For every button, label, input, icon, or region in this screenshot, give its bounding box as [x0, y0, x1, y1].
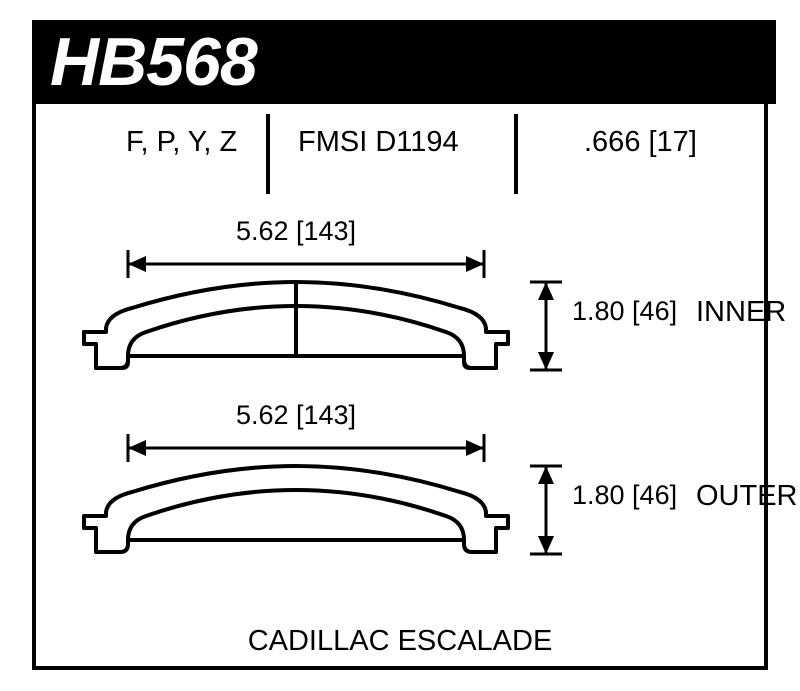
outer-pad-shape [76, 460, 516, 570]
fmsi-spec: FMSI D1194 [298, 126, 459, 159]
diagram-frame: HB568 F, P, Y, Z FMSI D1194 .666 [17] 5.… [32, 20, 768, 670]
spec-row: F, P, Y, Z FMSI D1194 .666 [17] [36, 126, 764, 206]
outer-label: OUTER [696, 480, 798, 513]
inner-height-dim: 1.80 [46] [572, 296, 677, 327]
outer-height-dim: 1.80 [46] [572, 480, 677, 511]
inner-label: INNER [696, 296, 786, 329]
compounds-spec: F, P, Y, Z [126, 126, 237, 159]
spec-divider-1 [266, 114, 270, 194]
inner-pad-shape [76, 276, 516, 386]
part-number-title: HB568 [32, 20, 776, 104]
spec-divider-2 [514, 114, 518, 194]
vehicle-name: CADILLAC ESCALADE [36, 625, 764, 658]
outer-width-dim: 5.62 [143] [166, 400, 426, 431]
diagram-area: 5.62 [143] 1.80 [46] INNER 5.62 [14 [36, 224, 764, 644]
thickness-spec: .666 [17] [584, 126, 697, 159]
inner-height-arrow [516, 268, 576, 388]
inner-width-dim: 5.62 [143] [166, 216, 426, 247]
outer-height-arrow [516, 452, 576, 572]
